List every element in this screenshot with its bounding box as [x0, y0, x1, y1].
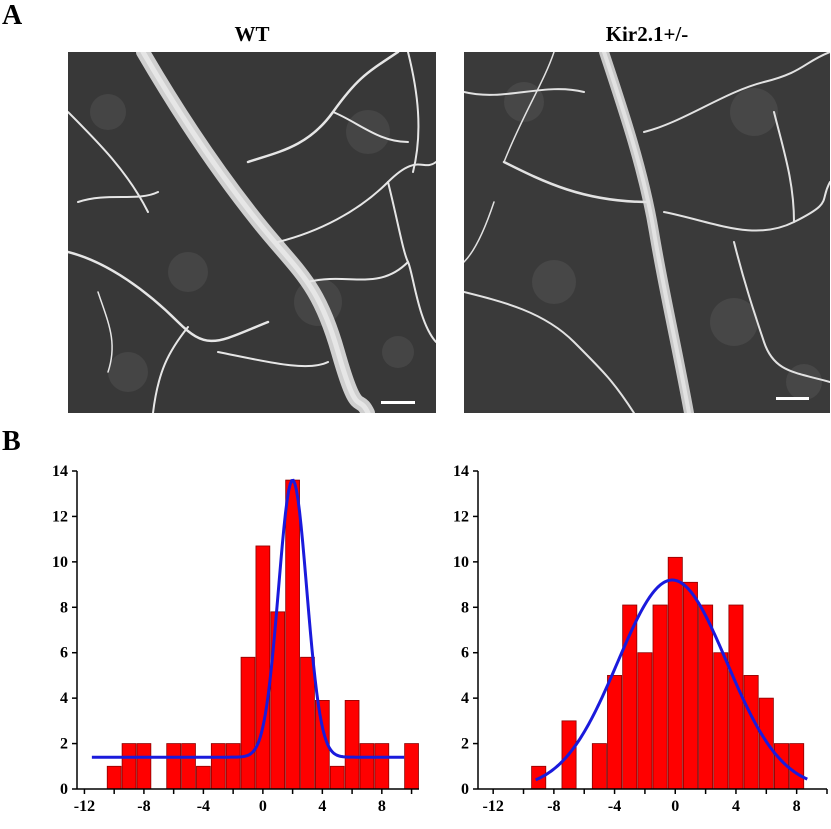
panel-label-a: A — [2, 0, 23, 31]
chart2-y-tick-label: 0 — [461, 781, 469, 798]
chart1-bar — [240, 656, 256, 790]
kir-image-title: Kir2.1+/- — [605, 22, 689, 46]
wt-image-title: WT — [234, 22, 270, 46]
chart1-bar — [374, 743, 390, 790]
chart1-bar — [106, 765, 122, 790]
chart1-bar — [225, 743, 241, 790]
chart1-bar — [300, 656, 315, 790]
chart1-bar — [359, 743, 375, 790]
chart1-bar — [255, 545, 271, 790]
chart1-x-tick-label: 8 — [378, 798, 386, 815]
chart2-bar — [682, 581, 698, 790]
chart1-x-tick-label: 4 — [318, 798, 326, 815]
chart2-bar — [652, 604, 668, 790]
chart1-y-tick-label: 2 — [60, 736, 68, 753]
chart1-y-tick-label: 6 — [60, 645, 68, 662]
chart1-y-tick-label: 14 — [52, 463, 68, 480]
chart2-fit-curve — [535, 578, 808, 782]
chart2-y-tick-label: 10 — [453, 554, 469, 571]
chart2-x-tick-label: 0 — [671, 798, 679, 815]
chart1-y-tick-label: 12 — [52, 508, 68, 525]
chart1-bar — [404, 743, 419, 790]
chart1-bar — [210, 743, 226, 790]
chart2-x-tick-label: -4 — [608, 798, 621, 815]
chart2-bar — [698, 604, 714, 790]
chart1-fit-curve — [91, 478, 405, 759]
chart2-bar — [607, 675, 623, 790]
chart1-x-tick-label: -4 — [197, 798, 210, 815]
chart1-bar — [121, 743, 137, 790]
chart1-bar — [344, 700, 360, 790]
chart1-x-tick-label: 0 — [259, 798, 267, 815]
panel-label-b: B — [2, 426, 21, 457]
chart2-bar — [591, 743, 607, 790]
chart1-y-tick-label: 10 — [52, 554, 68, 571]
chart2-x-tick-label: 8 — [793, 798, 801, 815]
wt-micrograph — [68, 52, 436, 413]
wt-scale-bar — [381, 401, 415, 404]
chart1-x-tick-label: -8 — [137, 798, 150, 815]
chart2-y-tick-label: 6 — [461, 645, 469, 662]
wt-vessel-network — [68, 52, 436, 413]
chart1-bar — [181, 743, 196, 790]
kir-vessel-network — [464, 52, 830, 413]
kir-scale-bar — [776, 397, 809, 400]
chart1-bar — [166, 743, 181, 790]
chart2-y-tick-label: 4 — [461, 690, 469, 707]
chart2-bar — [713, 652, 729, 790]
chart1-y-tick-label: 8 — [60, 599, 68, 616]
chart1-bar — [285, 479, 300, 790]
chart2-y-tick-label: 8 — [461, 599, 469, 616]
chart2-y-tick-label: 2 — [461, 736, 469, 753]
chart1-y-tick-label: 0 — [60, 781, 68, 798]
chart2-bar — [667, 556, 683, 790]
chart2-x-tick-label: -8 — [547, 798, 560, 815]
chart2-bar — [743, 675, 759, 790]
chart1-bar — [196, 765, 211, 790]
histogram-charts: 0 2 4 6 8 10 12 14 -12 -8 -4 0 4 8 0 2 4 6 8 10 12 14 -12 -8 -4 0… — [52, 463, 828, 815]
chart2-y-tick-label: 12 — [453, 508, 469, 525]
chart2-x-tick-label: -12 — [483, 798, 504, 815]
chart2-bar — [637, 652, 653, 790]
chart2-x-tick-label: 4 — [732, 798, 740, 815]
chart1-y-tick-label: 4 — [60, 690, 68, 707]
chart2-bar — [789, 743, 805, 790]
chart2-y-tick-label: 14 — [453, 463, 469, 480]
kir-micrograph — [464, 52, 830, 413]
chart1-bar — [136, 743, 152, 790]
chart1-x-tick-label: -12 — [74, 798, 95, 815]
chart1-bar — [329, 765, 345, 790]
